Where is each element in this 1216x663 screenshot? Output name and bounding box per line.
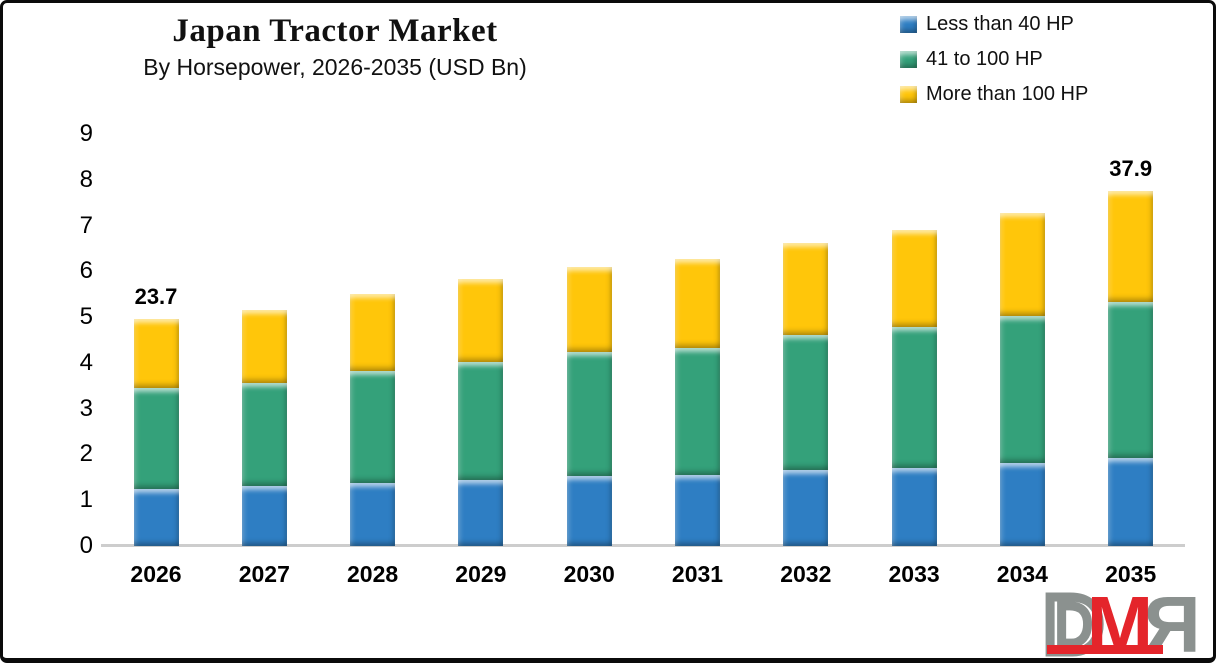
bar-segment-41-to-100-hp-2026	[133, 388, 179, 489]
bar-segment-41-to-100-hp-2032	[783, 334, 829, 471]
x-axis-label-2035: 2035	[1105, 561, 1157, 587]
y-axis-tick-label: 0	[79, 532, 93, 559]
bar-segment-more-than-100-hp-2035	[1108, 191, 1154, 302]
bar-segment-41-to-100-hp-2028	[350, 371, 396, 484]
bar-segment-less-than-40-hp-2028	[350, 483, 396, 546]
legend-color-swatch-more-than-100-hp	[900, 85, 917, 103]
y-axis-tick-label: 3	[79, 394, 93, 422]
bar-segment-41-to-100-hp-2029	[458, 361, 504, 480]
x-axis-label-2032: 2032	[780, 561, 832, 587]
y-axis-tick-label: 7	[79, 211, 93, 239]
x-axis-line	[101, 544, 1185, 547]
bar-segment-more-than-100-hp-2030	[566, 267, 612, 352]
legend-label-more-than-100-hp: More than 100 HP	[926, 82, 1089, 105]
x-axis-label-2026: 2026	[130, 561, 182, 587]
bar-segment-more-than-100-hp-2034	[999, 213, 1045, 317]
y-axis-tick-label: 6	[79, 257, 93, 285]
bar-segment-more-than-100-hp-2027	[241, 310, 287, 384]
x-axis-label-2034: 2034	[996, 561, 1048, 587]
x-axis-label-2028: 2028	[347, 561, 399, 587]
bar-segment-41-to-100-hp-2035	[1108, 301, 1154, 458]
bar-segment-less-than-40-hp-2032	[783, 470, 829, 546]
bar-segment-less-than-40-hp-2027	[241, 486, 287, 546]
bar-segment-41-to-100-hp-2031	[675, 347, 720, 476]
legend-item-41-to-100-hp: 41 to 100 HP	[900, 48, 1088, 70]
x-axis-label-2031: 2031	[671, 561, 724, 587]
chart-title: Japan Tractor Market	[172, 13, 498, 49]
bar-segment-more-than-100-hp-2031	[675, 258, 720, 348]
bar-segment-more-than-100-hp-2032	[783, 243, 829, 335]
legend-item-more-than-100-hp: More than 100 HP	[900, 83, 1088, 105]
chart-header: Japan Tractor Market By Horsepower, 2026…	[95, 13, 575, 81]
data-label-2026: 23.7	[134, 284, 178, 310]
x-axis-label-2030: 2030	[563, 561, 615, 587]
legend-color-swatch-less-than-40-hp	[900, 15, 917, 33]
bar-segment-more-than-100-hp-2026	[133, 319, 179, 389]
x-axis-label-2027: 2027	[238, 561, 290, 587]
bar-segment-41-to-100-hp-2030	[566, 351, 612, 477]
data-label-2035: 37.9	[1109, 156, 1153, 182]
bar-segment-41-to-100-hp-2027	[241, 383, 287, 487]
y-axis-tick-label: 2	[79, 440, 93, 468]
chart-canvas: Japan Tractor Market By Horsepower, 2026…	[3, 3, 1213, 659]
bar-segment-more-than-100-hp-2029	[458, 278, 504, 362]
x-axis-label-2029: 2029	[455, 561, 507, 587]
bar-segment-less-than-40-hp-2034	[999, 462, 1045, 546]
legend-item-less-than-40-hp: Less than 40 HP	[900, 13, 1088, 35]
bar-segment-less-than-40-hp-2035	[1108, 457, 1154, 546]
y-axis-tick-label: 9	[79, 119, 93, 147]
x-axis-label-2033: 2033	[888, 561, 940, 587]
bar-segment-41-to-100-hp-2033	[891, 327, 937, 468]
legend-label-41-to-100-hp: 41 to 100 HP	[926, 47, 1043, 70]
bar-segment-more-than-100-hp-2033	[891, 230, 937, 328]
y-axis-tick-label: 8	[79, 165, 93, 193]
bar-segment-less-than-40-hp-2026	[133, 488, 179, 546]
chart-legend: Less than 40 HP 41 to 100 HP More than 100…	[900, 13, 1088, 118]
bar-segment-less-than-40-hp-2029	[458, 479, 504, 546]
bar-segment-less-than-40-hp-2031	[675, 475, 720, 546]
y-axis-tick-label: 1	[79, 486, 93, 514]
y-axis-tick-label: 4	[79, 348, 93, 376]
bar-segment-less-than-40-hp-2033	[891, 467, 937, 546]
logo-red-underline	[1046, 645, 1163, 654]
chart-subtitle: By Horsepower, 2026-2035 (USD Bn)	[143, 53, 527, 80]
dmr-logo: D M R	[1040, 580, 1201, 658]
bar-segment-more-than-100-hp-2028	[350, 294, 396, 372]
bar-segment-less-than-40-hp-2030	[566, 476, 612, 546]
y-axis-tick-label: 5	[79, 303, 93, 331]
legend-color-swatch-41-to-100-hp	[900, 50, 917, 68]
legend-label-less-than-40-hp: Less than 40 HP	[926, 12, 1074, 35]
bar-segment-41-to-100-hp-2034	[999, 316, 1045, 463]
